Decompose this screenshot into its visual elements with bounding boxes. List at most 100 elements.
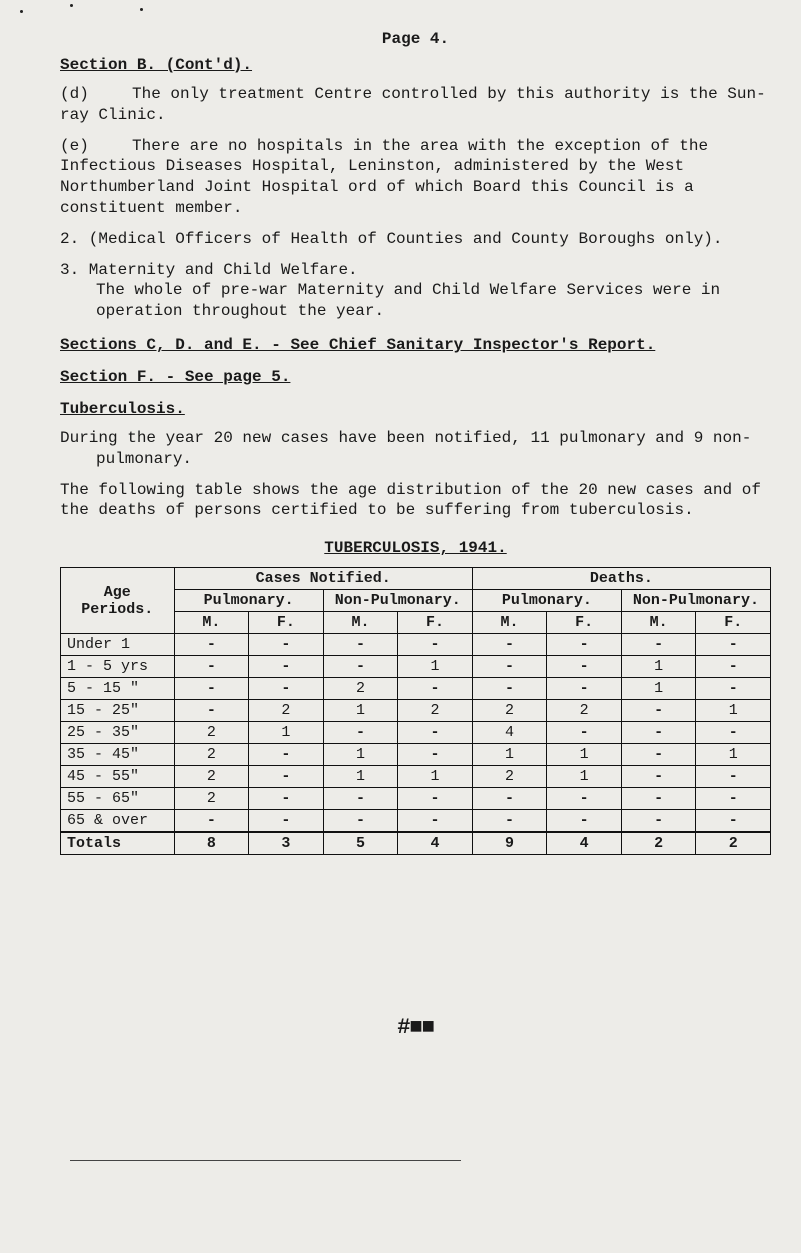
col-cases-pul: Pulmonary. (174, 590, 323, 612)
cell: 1 (621, 678, 696, 700)
cell: 1 (696, 744, 771, 766)
col-deaths-pul: Pulmonary. (472, 590, 621, 612)
cell: - (323, 788, 398, 810)
tuberculosis-table: Age Periods. Cases Notified. Deaths. Pul… (60, 567, 771, 855)
cell: - (249, 678, 324, 700)
table-body: Under 1--------1 - 5 yrs---1--1-5 - 15 "… (61, 634, 771, 855)
col-m: M. (621, 612, 696, 634)
paragraph-e: (e) There are no hospitals in the area w… (60, 136, 771, 219)
decorative-mark: #‌■■ (60, 1015, 771, 1040)
cell: - (621, 700, 696, 722)
cell: 1 (398, 766, 473, 788)
cell: - (696, 656, 771, 678)
table-row: 5 - 15 "--2---1- (61, 678, 771, 700)
paragraph-2: 2. (Medical Officers of Health of Counti… (60, 229, 771, 250)
cell: - (398, 810, 473, 833)
cell: - (696, 788, 771, 810)
cell: 1 (398, 656, 473, 678)
cell: - (249, 788, 324, 810)
cell: - (398, 744, 473, 766)
cell: - (621, 766, 696, 788)
cell: - (249, 744, 324, 766)
cell: - (547, 634, 622, 656)
cell: - (621, 744, 696, 766)
row-label: 25 - 35" (61, 722, 175, 744)
para-e-text: There are no hospitals in the area with … (60, 137, 708, 217)
paragraph-3-heading: 3. Maternity and Child Welfare. (60, 260, 771, 281)
totals-cell: 2 (696, 832, 771, 855)
table-title: TUBERCULOSIS, 1941. (60, 539, 771, 557)
scan-noise (0, 0, 801, 30)
col-f: F. (398, 612, 473, 634)
cell: - (323, 810, 398, 833)
cell: - (249, 766, 324, 788)
cell: - (696, 678, 771, 700)
table-row: 1 - 5 yrs---1--1- (61, 656, 771, 678)
cell: - (621, 722, 696, 744)
cell: 1 (696, 700, 771, 722)
row-label: 15 - 25" (61, 700, 175, 722)
col-m: M. (174, 612, 249, 634)
cell: 1 (323, 766, 398, 788)
cell: 1 (547, 766, 622, 788)
cell: 2 (174, 744, 249, 766)
totals-cell: 5 (323, 832, 398, 855)
col-f: F. (547, 612, 622, 634)
para-e-letter: (e) (60, 136, 96, 157)
cell: - (547, 810, 622, 833)
col-cases-npul: Non-Pulmonary. (323, 590, 472, 612)
cell: - (547, 656, 622, 678)
table-row: 15 - 25"-21222-1 (61, 700, 771, 722)
totals-cell: 4 (398, 832, 473, 855)
row-label: 55 - 65" (61, 788, 175, 810)
cell: - (621, 788, 696, 810)
cell: - (696, 810, 771, 833)
para-d-letter: (d) (60, 84, 96, 105)
table-row: 25 - 35"21--4--- (61, 722, 771, 744)
table-row: 45 - 55"2-1121-- (61, 766, 771, 788)
cell: - (174, 634, 249, 656)
cell: 1 (249, 722, 324, 744)
cell: - (398, 788, 473, 810)
cell: - (174, 656, 249, 678)
row-label: 5 - 15 " (61, 678, 175, 700)
page: Page 4. Section B. (Cont'd). (d) The onl… (0, 0, 801, 1253)
cell: - (472, 656, 547, 678)
cell: 2 (174, 766, 249, 788)
section-f-text: Section F. - See page 5. (60, 368, 290, 386)
cell: - (323, 634, 398, 656)
col-f: F. (249, 612, 324, 634)
table-row: Under 1-------- (61, 634, 771, 656)
cell: - (472, 678, 547, 700)
cell: - (323, 722, 398, 744)
cell: - (323, 656, 398, 678)
totals-row: Totals83549422 (61, 832, 771, 855)
tuberculosis-heading: Tuberculosis. (60, 400, 771, 418)
bottom-rule (70, 1160, 461, 1161)
totals-cell: 3 (249, 832, 324, 855)
section-f-line: Section F. - See page 5. (60, 368, 771, 386)
cell: - (472, 634, 547, 656)
cell: - (249, 634, 324, 656)
cell: 2 (398, 700, 473, 722)
cell: - (398, 634, 473, 656)
cell: - (696, 766, 771, 788)
cell: 2 (174, 722, 249, 744)
totals-cell: 2 (621, 832, 696, 855)
cell: - (174, 678, 249, 700)
tb-para-1: During the year 20 new cases have been n… (96, 428, 771, 470)
cell: 1 (547, 744, 622, 766)
sections-cde-text: Sections C, D. and E. - See Chief Sanita… (60, 336, 655, 354)
row-label: 65 & over (61, 810, 175, 833)
row-label: 35 - 45" (61, 744, 175, 766)
col-cases: Cases Notified. (174, 568, 472, 590)
cell: - (398, 722, 473, 744)
cell: - (249, 656, 324, 678)
row-label: 45 - 55" (61, 766, 175, 788)
page-number: Page 4. (60, 30, 771, 48)
cell: - (398, 678, 473, 700)
table-row: 65 & over-------- (61, 810, 771, 833)
cell: - (547, 678, 622, 700)
col-m: M. (323, 612, 398, 634)
table-head: Age Periods. Cases Notified. Deaths. Pul… (61, 568, 771, 634)
